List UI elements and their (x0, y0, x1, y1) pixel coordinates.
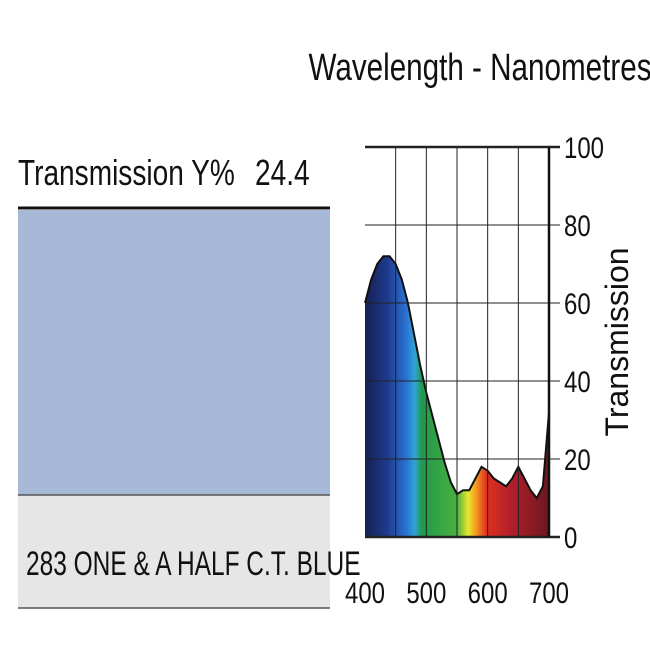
x-tick-label: 400 (345, 575, 385, 609)
area (365, 256, 549, 537)
chart-title: Wavelength - Nanometres (308, 47, 650, 89)
y-axis-label: Transmission (599, 247, 635, 436)
transmission-label: Transmission Y% (18, 153, 235, 193)
y-tick-label: 60 (564, 286, 591, 320)
y-tick-label: 100 (564, 130, 604, 164)
y-tick-label: 0 (564, 520, 577, 554)
color-swatch (18, 210, 330, 495)
name-box (18, 495, 330, 608)
x-tick-label: 600 (468, 575, 508, 609)
y-tick-label: 20 (564, 442, 591, 476)
transmission-value: 24.4 (255, 153, 310, 193)
x-tick-label: 700 (529, 575, 569, 609)
y-tick-label: 40 (564, 364, 591, 398)
x-tick-label: 500 (406, 575, 446, 609)
y-tick-label: 80 (564, 208, 591, 242)
filter-name: 283 ONE & A HALF C.T. BLUE (26, 545, 361, 583)
